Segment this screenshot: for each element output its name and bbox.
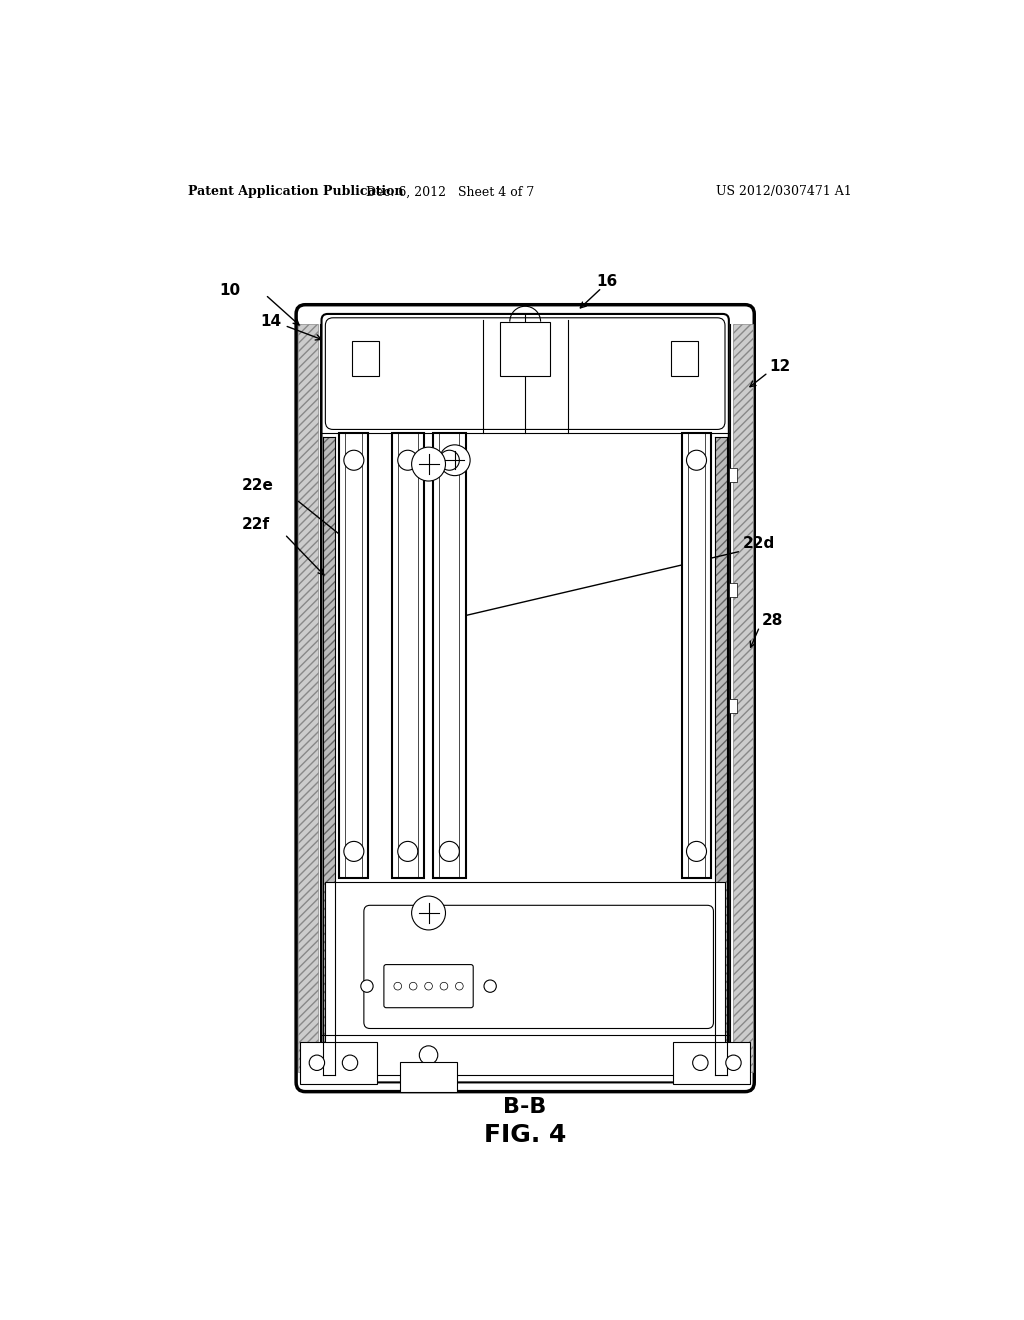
Circle shape — [456, 982, 463, 990]
Bar — [399, 1063, 458, 1092]
Bar — [715, 437, 727, 1074]
Circle shape — [342, 1055, 357, 1071]
Circle shape — [425, 982, 432, 990]
Text: 22e: 22e — [243, 478, 274, 494]
Text: 14: 14 — [260, 314, 281, 329]
Text: Patent Application Publication: Patent Application Publication — [188, 185, 403, 198]
Circle shape — [726, 1055, 741, 1071]
FancyBboxPatch shape — [364, 906, 714, 1028]
Text: B-B: B-B — [503, 1097, 547, 1117]
Bar — [729, 583, 736, 598]
Circle shape — [686, 450, 707, 470]
Text: 28: 28 — [762, 612, 783, 628]
Circle shape — [484, 979, 497, 993]
Circle shape — [440, 982, 447, 990]
Circle shape — [410, 982, 417, 990]
Circle shape — [686, 841, 707, 862]
Circle shape — [309, 1055, 325, 1071]
Circle shape — [439, 445, 470, 475]
Text: 22d: 22d — [742, 536, 775, 550]
Circle shape — [397, 450, 418, 470]
Text: US 2012/0307471 A1: US 2012/0307471 A1 — [716, 185, 852, 198]
Text: 10: 10 — [219, 284, 241, 298]
Bar — [326, 882, 725, 1074]
Circle shape — [360, 979, 373, 993]
Circle shape — [419, 1045, 438, 1064]
Bar — [391, 433, 424, 878]
FancyBboxPatch shape — [322, 314, 729, 1082]
Circle shape — [412, 896, 445, 929]
Bar — [433, 433, 466, 878]
FancyBboxPatch shape — [384, 965, 473, 1007]
Circle shape — [344, 450, 364, 470]
Circle shape — [439, 841, 460, 862]
Text: 12: 12 — [770, 359, 791, 374]
Bar — [729, 700, 736, 713]
Circle shape — [439, 450, 460, 470]
Circle shape — [412, 447, 445, 480]
Bar — [323, 437, 336, 1074]
Bar — [339, 433, 369, 878]
Circle shape — [394, 982, 401, 990]
Text: Dec. 6, 2012   Sheet 4 of 7: Dec. 6, 2012 Sheet 4 of 7 — [366, 185, 535, 198]
Circle shape — [344, 841, 364, 862]
FancyBboxPatch shape — [326, 318, 725, 429]
Text: FIG. 4: FIG. 4 — [483, 1123, 566, 1147]
Bar — [300, 1041, 377, 1084]
Bar — [733, 323, 753, 1072]
Text: 22f: 22f — [243, 516, 270, 532]
Bar — [352, 341, 379, 376]
Bar — [682, 433, 711, 878]
Bar — [729, 469, 736, 482]
Bar — [298, 323, 317, 1072]
Text: 16: 16 — [596, 275, 617, 289]
Bar — [671, 341, 698, 376]
Circle shape — [397, 841, 418, 862]
Bar — [500, 322, 550, 376]
Circle shape — [692, 1055, 708, 1071]
FancyBboxPatch shape — [296, 305, 755, 1092]
Bar — [674, 1041, 751, 1084]
